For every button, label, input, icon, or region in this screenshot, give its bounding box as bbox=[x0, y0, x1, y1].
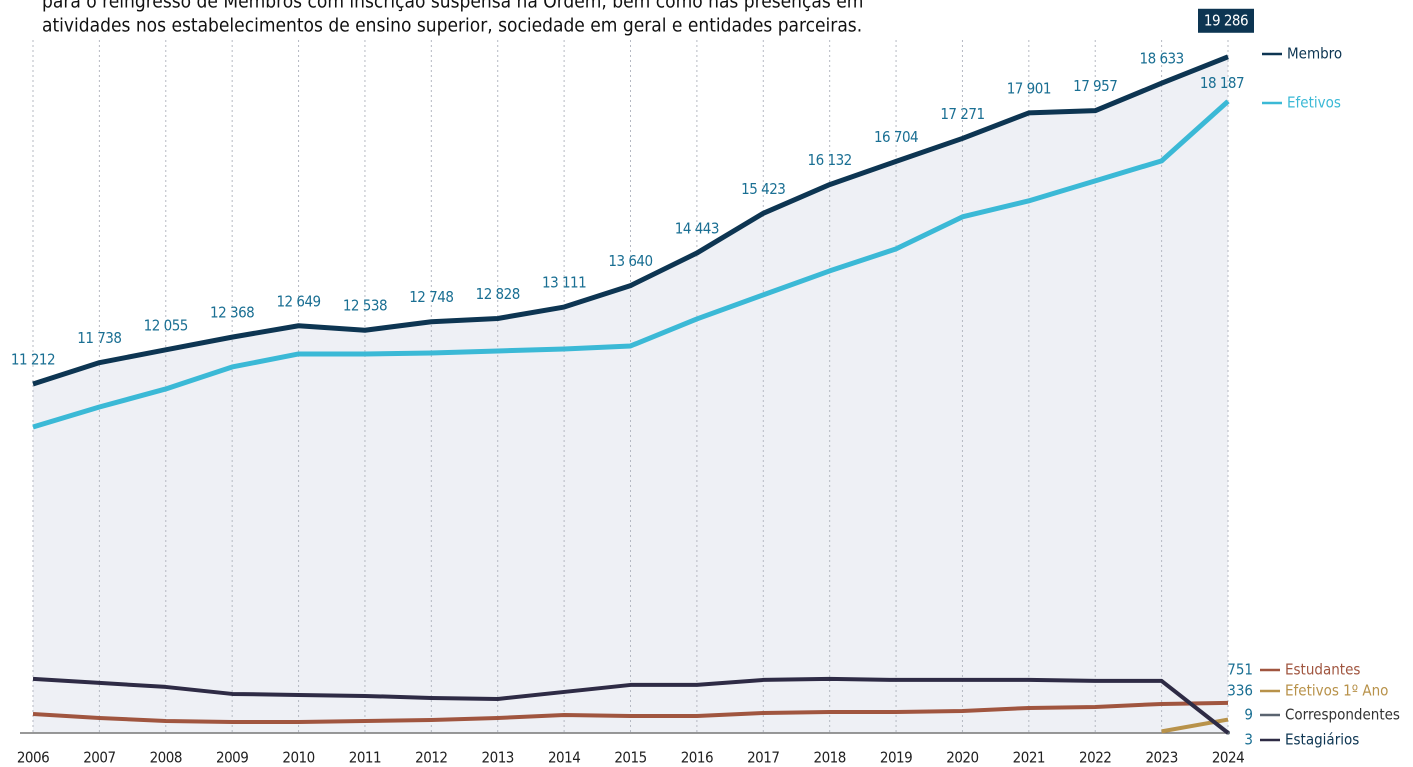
data-label: 12 055 bbox=[144, 316, 188, 334]
end-value-label: 3 bbox=[1244, 731, 1253, 749]
data-label: 18 633 bbox=[1140, 50, 1184, 68]
series-line bbox=[32, 700, 1229, 724]
legend-label: Membro bbox=[1287, 45, 1342, 63]
x-tick-label: 2015 bbox=[614, 749, 646, 767]
legend-label: Efetivos 1º Ano bbox=[1285, 682, 1388, 700]
legend-label: Estudantes bbox=[1285, 661, 1360, 679]
subtitle: atividades nos estabelecimentos de ensin… bbox=[42, 15, 862, 37]
x-tick-label: 2006 bbox=[17, 749, 49, 767]
data-label: 16 704 bbox=[874, 128, 918, 146]
x-tick-label: 2019 bbox=[880, 749, 912, 767]
x-tick-label: 2021 bbox=[1013, 749, 1045, 767]
x-tick-label: 2010 bbox=[282, 749, 314, 767]
data-label: 12 649 bbox=[276, 292, 320, 310]
x-tick-label: 2011 bbox=[349, 749, 381, 767]
x-tick-label: 2022 bbox=[1079, 749, 1111, 767]
data-label: 17 957 bbox=[1073, 77, 1117, 95]
legend-label: Efetivos bbox=[1287, 94, 1341, 112]
series-line bbox=[32, 676, 1230, 735]
end-value-label: 336 bbox=[1227, 682, 1253, 700]
x-tick-label: 2007 bbox=[83, 749, 115, 767]
x-tick-label: 2009 bbox=[216, 749, 248, 767]
x-tick-label: 2014 bbox=[548, 749, 580, 767]
data-label: 13 640 bbox=[608, 252, 652, 270]
x-tick-label: 2018 bbox=[813, 749, 845, 767]
x-tick-label: 2012 bbox=[415, 749, 447, 767]
x-tick-label: 2023 bbox=[1145, 749, 1177, 767]
data-label: 18 187 bbox=[1200, 74, 1244, 92]
data-label: 17 901 bbox=[1007, 79, 1051, 97]
legend-label: Correspondentes bbox=[1285, 706, 1400, 724]
series-line bbox=[32, 54, 1229, 387]
subtitle: para o reingresso de Membros com inscriç… bbox=[42, 0, 863, 13]
x-tick-label: 2017 bbox=[747, 749, 779, 767]
x-tick-label: 2008 bbox=[150, 749, 182, 767]
area bbox=[33, 56, 1228, 733]
data-label: 11 738 bbox=[77, 329, 121, 347]
data-label: 12 368 bbox=[210, 304, 254, 322]
data-label: 12 828 bbox=[476, 285, 520, 303]
series-line bbox=[1161, 717, 1229, 734]
data-label: 13 111 bbox=[542, 274, 586, 292]
x-tick-label: 2024 bbox=[1212, 749, 1244, 767]
x-tick-label: 2020 bbox=[946, 749, 978, 767]
data-label: 14 443 bbox=[675, 220, 719, 238]
data-label: 17 271 bbox=[940, 105, 984, 123]
data-label: 16 132 bbox=[808, 151, 852, 169]
x-tick-label: 2013 bbox=[482, 749, 514, 767]
data-label: 12 538 bbox=[343, 297, 387, 315]
data-label: 19 286 bbox=[1204, 11, 1248, 29]
end-value-label: 751 bbox=[1227, 661, 1253, 679]
data-label: 12 748 bbox=[409, 288, 453, 306]
series-line bbox=[32, 99, 1230, 430]
end-value-label: 9 bbox=[1244, 706, 1253, 724]
x-tick-label: 2016 bbox=[681, 749, 713, 767]
data-label: 11 212 bbox=[11, 350, 55, 368]
data-label: 15 423 bbox=[741, 180, 785, 198]
label-box bbox=[1198, 8, 1254, 33]
legend-label: Estagiários bbox=[1285, 731, 1359, 749]
